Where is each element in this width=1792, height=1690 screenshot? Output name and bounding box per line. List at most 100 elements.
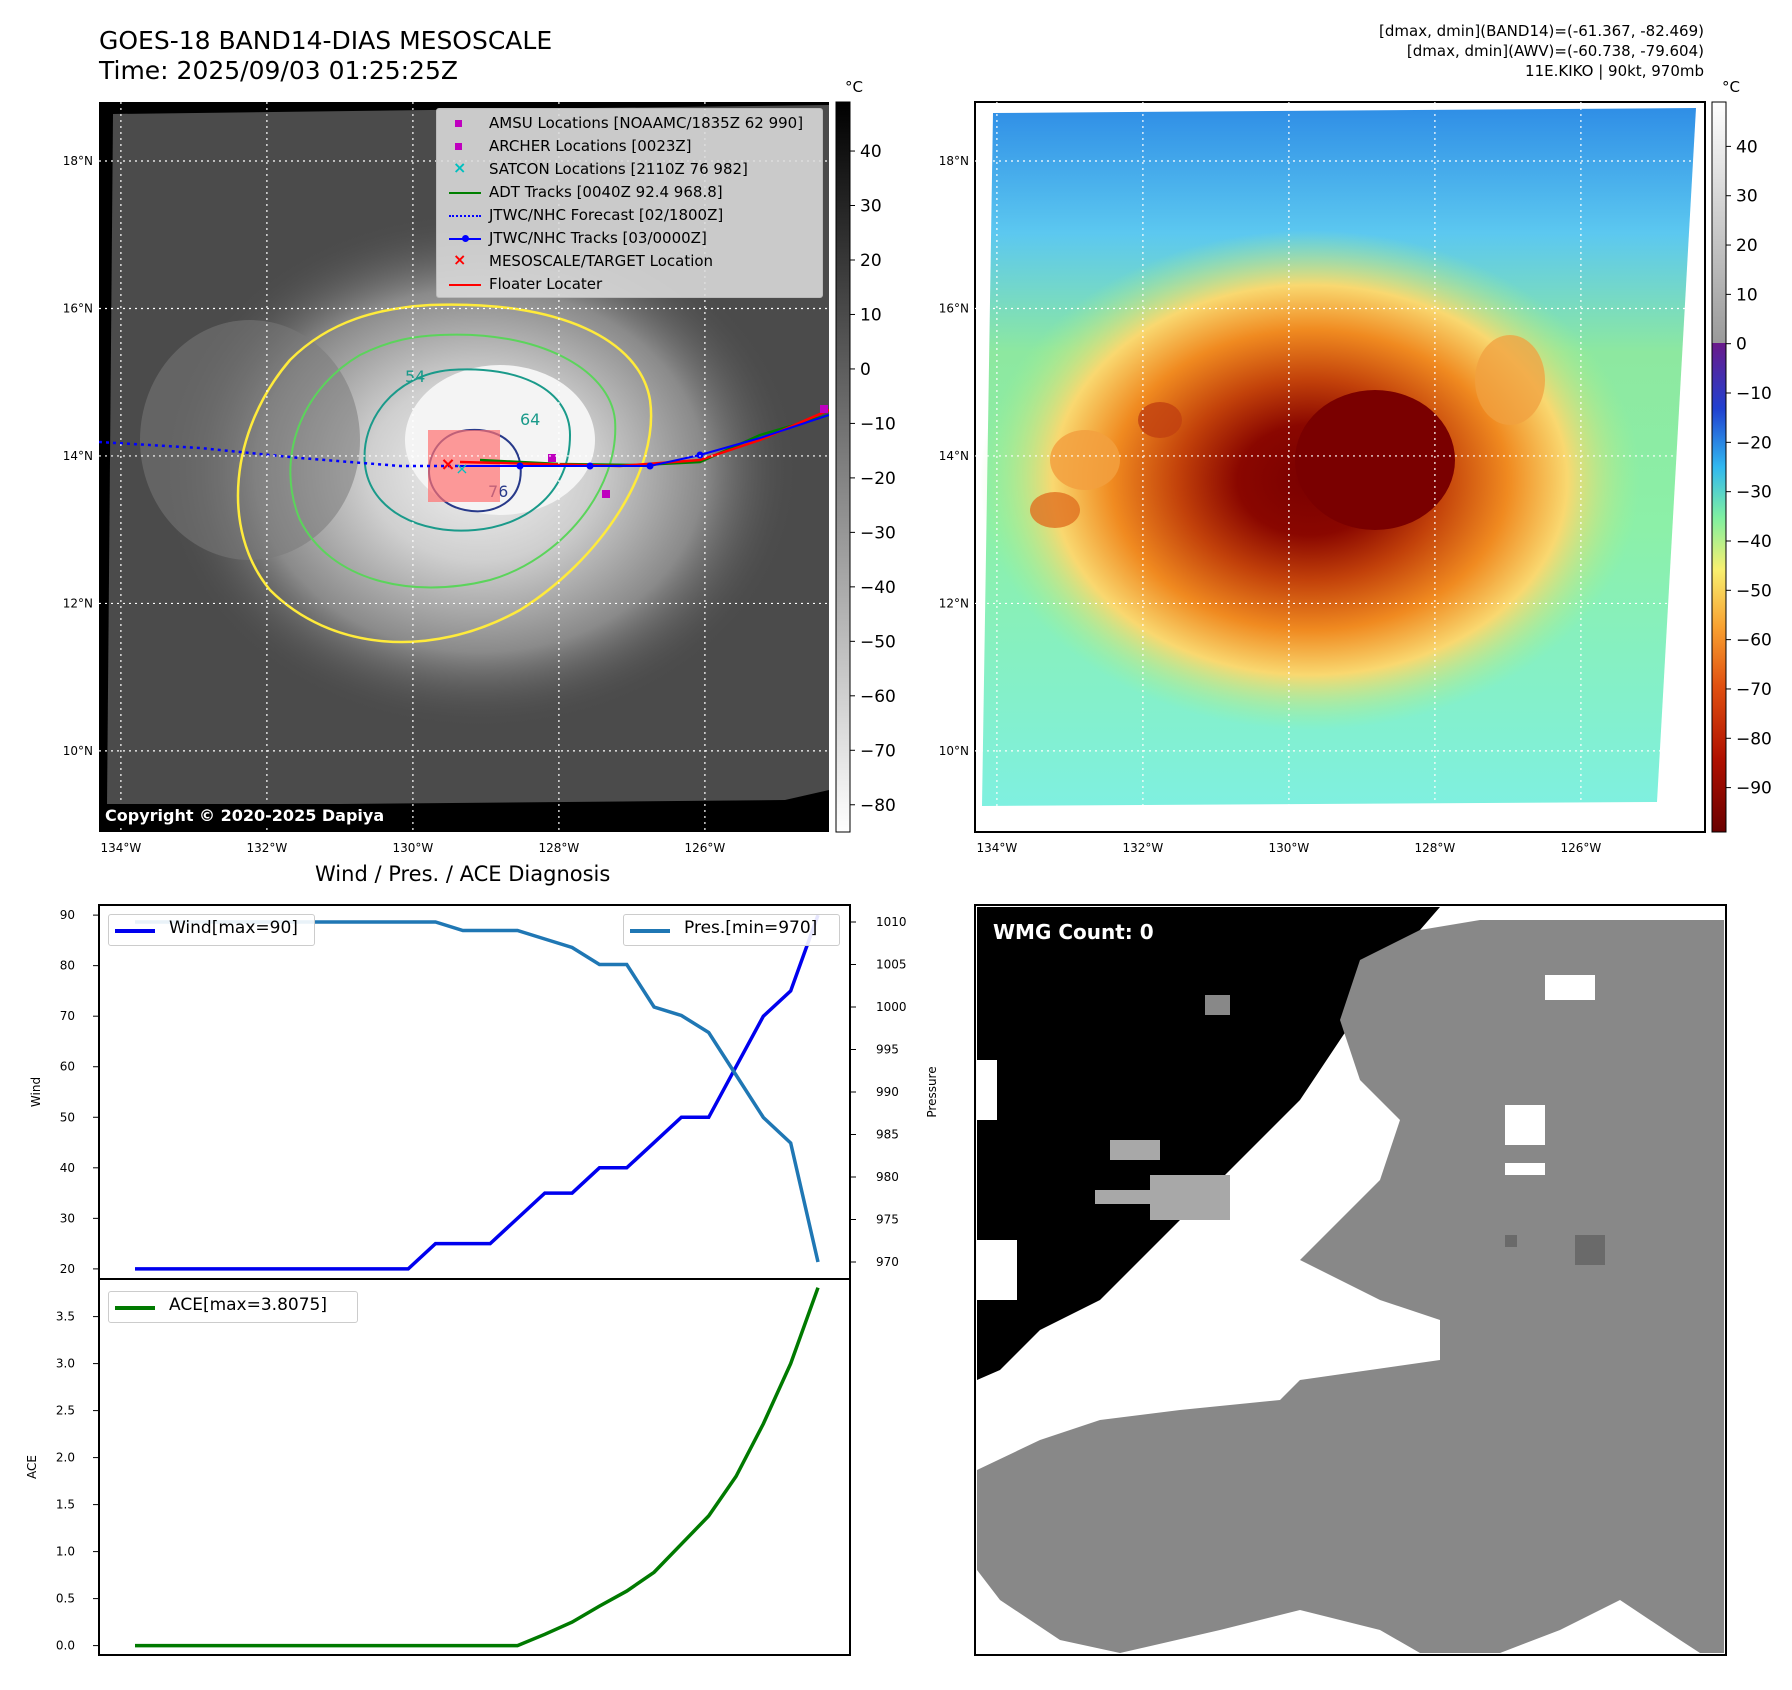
wmg-gray-region [977,920,1724,1653]
info-band14: [dmax, dmin](BAND14)=(-61.367, -82.469) [1379,22,1704,40]
lat-tick-label: 16°N [939,301,969,315]
pressure-tick-label: 970 [876,1255,899,1269]
legend-label: AMSU Locations [NOAAMC/1835Z 62 990] [489,114,804,132]
colorbar-color: 40 30 20 10 0 −10 −20 −30 −40 −50 −60 −70 −80 −90 [1711,101,1772,833]
colorbar-tick-label: −70 [860,741,896,761]
wind-tick-label: 40 [60,1161,75,1175]
ace-legend-label: ACE[max=3.8075] [169,1295,327,1315]
pressure-tick-label: 990 [876,1085,899,1099]
pressure-tick-label: 1000 [876,1000,907,1014]
colorbar-tick-label: −60 [860,687,896,707]
colorbar-tick-label: 40 [860,142,882,162]
pressure-axis-label: Pressure [925,1066,939,1117]
lon-tick-label: 132°W [247,841,288,855]
colorbar-tick-label: −20 [1736,433,1772,453]
wmg-dark-region [977,907,1440,1380]
colorbar-tick-label: 30 [1736,187,1758,207]
lon-tick-label: 134°W [101,841,142,855]
wmg-panel [974,904,1727,1656]
lon-tick-label: 132°W [1123,841,1164,855]
colorbar-tick-label: 20 [860,251,882,271]
lat-tick-label: 18°N [939,154,969,168]
pressure-legend-swatch [630,929,670,933]
pressure-tick-label: 1010 [876,915,907,929]
lon-tick-label: 126°W [685,841,726,855]
legend-marker-line-dot [449,235,481,242]
ace-tick-label: 0.0 [56,1639,75,1653]
wind-legend: Wind[max=90] [108,914,315,946]
colorbar-tick-label: −20 [860,469,896,489]
contour-yellow [236,303,653,644]
colorbar-tick-label: 10 [860,305,882,325]
wind-tick-label: 60 [60,1060,75,1074]
wind-tick-label: 80 [60,959,75,973]
pressure-tick-label: 975 [876,1213,899,1227]
wind-legend-label: Wind[max=90] [169,918,298,938]
ace-tick-label: 2.0 [56,1451,75,1465]
legend-label: ARCHER Locations [0023Z] [489,137,692,155]
legend-marker-dotted [449,215,481,217]
ace-tick-label: 1.5 [56,1498,75,1512]
legend-label: JTWC/NHC Forecast [02/1800Z] [489,206,724,224]
legend-label: SATCON Locations [2110Z 76 982] [489,160,748,178]
lat-tick-label: 12°N [63,596,93,610]
legend-label: ADT Tracks [0040Z 92.4 968.8] [489,183,723,201]
legend-marker-square [455,143,462,150]
ace-chart: 0.0 0.5 1.0 1.5 2.0 2.5 3.0 3.5 ACE [25,1278,851,1656]
legend-label: Floater Locater [489,275,603,293]
pressure-tick-label: 985 [876,1128,899,1142]
legend-label: JTWC/NHC Tracks [03/0000Z] [489,229,707,247]
awv-map-panel [974,101,1706,833]
colorbar-tick-label: −30 [1736,483,1772,503]
lat-tick-label: 10°N [63,744,93,758]
info-awv: [dmax, dmin](AWV)=(-60.738, -79.604) [1406,42,1704,60]
ace-tick-label: 0.5 [56,1592,75,1606]
ace-tick-label: 3.5 [56,1310,75,1324]
colorbar-tick-label: −80 [1736,729,1772,749]
ace-axes [98,1278,851,1656]
colorbar-tick-label: −50 [860,632,896,652]
figure-title: GOES-18 BAND14-DIAS MESOSCALE [99,26,553,55]
copyright-banner: Copyright © 2020-2025 Dapiya [99,804,391,827]
wind-tick-label: 90 [60,908,75,922]
contour-label-64: 64 [520,410,540,429]
contour-label-54: 54 [405,367,425,386]
colorbar-tick-label: −90 [1736,779,1772,799]
contour-teal [363,368,572,532]
colorbar-gray-unit: °C [845,78,863,96]
wind-pressure-chart: 20 30 40 50 60 70 80 90 970 975 980 985 990 995 1000 10… [29,904,939,1280]
legend-marker-line [449,284,481,286]
colorbar-tick-label: 30 [860,197,882,217]
pressure-tick-label: 1005 [876,958,907,972]
legend-marker-x: × [453,158,467,177]
pressure-legend-label: Pres.[min=970] [684,918,818,938]
diagnosis-title: Wind / Pres. / ACE Diagnosis [315,862,611,886]
svg-text:×: × [440,454,455,475]
colorbar-tick-label: 0 [860,360,871,380]
contour-green [289,333,617,589]
lon-tick-label: 130°W [393,841,434,855]
lon-tick-label: 128°W [1415,841,1456,855]
colorbar-color-unit: °C [1722,78,1740,96]
colorbar-tick-label: 10 [1736,285,1758,305]
info-storm: 11E.KIKO | 90kt, 970mb [1525,62,1704,80]
map-tick-labels: 134°W 132°W 130°W 128°W 126°W 18°N 16°N 14°N 12°… [63,154,1602,855]
colorbar-tick-label: 20 [1736,236,1758,256]
wind-series-line [135,914,820,1271]
lat-tick-label: 10°N [939,744,969,758]
colorbar-tick-label: −50 [1736,581,1772,601]
wmg-count: WMG Count: 0 [993,920,1154,944]
lat-tick-label: 14°N [939,449,969,463]
ace-series-line [135,1287,820,1648]
wind-tick-label: 30 [60,1211,75,1225]
wind-axis-label: Wind [29,1077,43,1107]
wind-tick-label: 20 [60,1262,75,1276]
pressure-legend: Pres.[min=970] [623,914,840,946]
lon-tick-label: 134°W [977,841,1018,855]
wind-legend-swatch [115,929,155,933]
colorbar-tick-label: −10 [860,414,896,434]
ace-legend-swatch [115,1306,155,1310]
colorbar-gray: 40 30 20 10 0 −10 −20 −30 −40 −50 −60 −70 −80 [835,101,896,833]
figure-time: Time: 2025/09/03 01:25:25Z [99,56,458,85]
colorbar-tick-label: −40 [860,578,896,598]
